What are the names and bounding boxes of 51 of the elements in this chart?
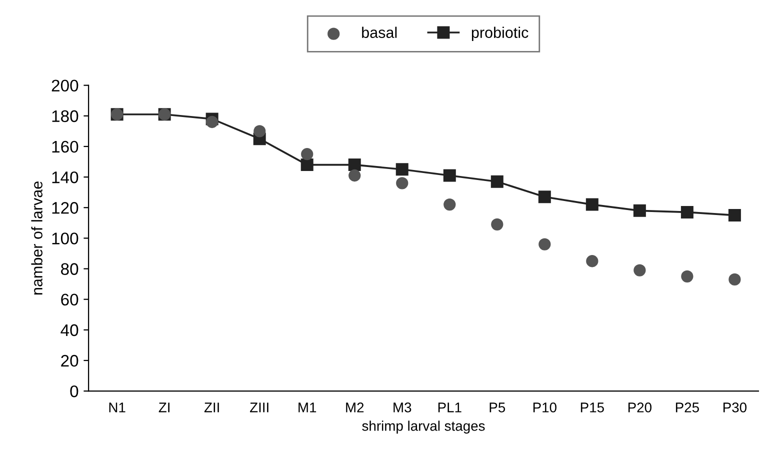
y-tick-label: 160 [52, 140, 78, 153]
x-tick-label: PL1 [438, 402, 462, 412]
x-tick-label: ZII [204, 402, 219, 412]
y-axis-title: namber of larvae [31, 182, 42, 294]
x-axis-title: shrimp larval stages [362, 420, 485, 434]
point [728, 273, 741, 286]
legend-label: probiotic [472, 26, 528, 41]
point [538, 190, 551, 204]
y-tick-label: 120 [52, 202, 78, 214]
y-tick-label: 0 [70, 385, 78, 398]
y-tick-label: 100 [52, 232, 78, 244]
x-tick-label: P20 [628, 402, 652, 412]
x-tick-label: P15 [580, 402, 604, 412]
y-tick-label: 200 [52, 80, 78, 92]
x-tick-label: M2 [346, 402, 364, 412]
point [681, 270, 694, 282]
point [538, 238, 551, 250]
x-tick-label: ZI [158, 402, 170, 412]
point [396, 163, 408, 176]
x-tick-label: N1 [109, 402, 126, 412]
x-tick-label: P25 [676, 402, 699, 412]
point [443, 169, 456, 182]
y-tick-label: 180 [52, 110, 78, 122]
point [348, 158, 361, 172]
x-tick-label: P10 [533, 402, 556, 412]
y-tick-label: 40 [60, 324, 78, 336]
x-tick-label: M1 [298, 402, 316, 412]
y-tick-label: 60 [61, 294, 78, 306]
point [206, 116, 218, 128]
point [348, 169, 361, 182]
point [680, 206, 694, 218]
x-tick-label: ZIII [250, 402, 268, 412]
point [301, 148, 314, 160]
y-tick-label: 140 [52, 171, 78, 184]
point [396, 177, 408, 190]
x-tick-label: M3 [394, 402, 412, 412]
point [444, 198, 456, 211]
point [728, 209, 741, 222]
x-tick-label: P5 [490, 402, 506, 412]
y-tick-label: 80 [61, 263, 78, 275]
point [586, 255, 598, 268]
point [254, 125, 266, 138]
point [490, 175, 504, 188]
point [634, 264, 646, 276]
x-tick-label: P30 [723, 402, 747, 412]
point [300, 158, 314, 172]
y-tick-label: 20 [61, 354, 78, 367]
point [633, 204, 646, 217]
point [491, 218, 504, 230]
point [586, 198, 598, 211]
legend-label: basal [362, 26, 397, 38]
